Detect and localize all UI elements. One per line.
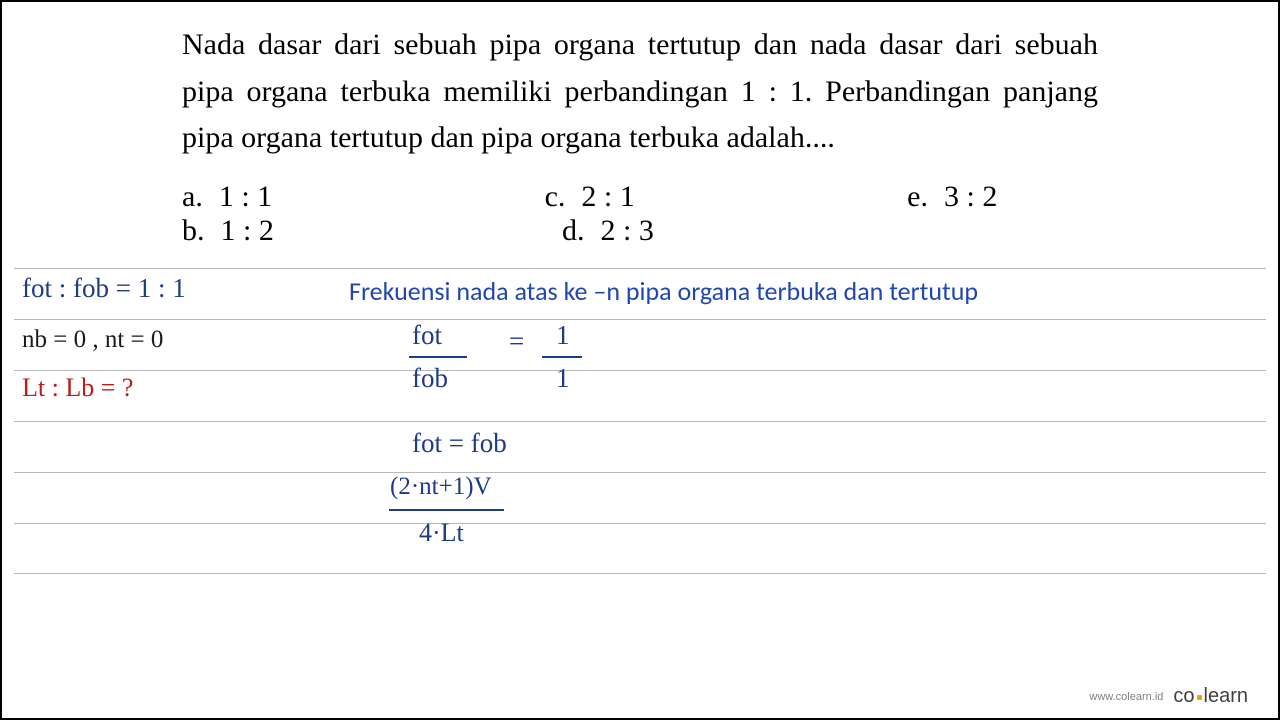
eq1-equals: = xyxy=(509,326,524,357)
eq1-numerator-right: 1 xyxy=(556,320,570,351)
work-row-5: (2·nt+1)V xyxy=(14,472,1266,523)
given-n-values: nb = 0 , nt = 0 xyxy=(22,326,163,354)
footer-url: www.colearn.id xyxy=(1089,691,1163,703)
frac-line-right xyxy=(542,356,582,358)
eq1-numerator-left: fot xyxy=(412,320,442,351)
option-value: 2 : 3 xyxy=(601,214,654,248)
annotation-text: Frekuensi nada atas ke –n pipa organa te… xyxy=(349,275,978,307)
work-row-3: Lt : Lb = ? fob 1 xyxy=(14,370,1266,421)
option-b: b. 1 : 2 xyxy=(182,214,562,248)
frac-line-eq3 xyxy=(389,509,504,511)
frac-line-left xyxy=(409,356,467,358)
option-value: 1 : 1 xyxy=(219,180,272,214)
question-text: Nada dasar dari sebuah pipa organa tertu… xyxy=(182,22,1098,162)
option-c: c. 2 : 1 xyxy=(545,180,908,214)
footer-logo: colearn xyxy=(1173,685,1248,708)
option-letter: e. xyxy=(907,180,928,214)
option-value: 3 : 2 xyxy=(944,180,997,214)
work-row-4: fot = fob xyxy=(14,421,1266,472)
option-e: e. 3 : 2 xyxy=(907,180,1098,214)
options-row-2: b. 1 : 2 d. 2 : 3 xyxy=(182,214,1098,248)
options-row-1: a. 1 : 1 c. 2 : 1 e. 3 : 2 xyxy=(182,180,1098,214)
work-row-1: fot : fob = 1 : 1 Frekuensi nada atas ke… xyxy=(14,268,1266,319)
option-letter: b. xyxy=(182,214,205,248)
option-letter: a. xyxy=(182,180,203,214)
question-area: Nada dasar dari sebuah pipa organa tertu… xyxy=(2,2,1278,258)
footer: www.colearn.id colearn xyxy=(1089,685,1248,708)
option-value: 2 : 1 xyxy=(581,180,634,214)
work-row-2: nb = 0 , nt = 0 fot = 1 xyxy=(14,319,1266,370)
option-letter: c. xyxy=(545,180,566,214)
eq3-numerator: (2·nt+1)V xyxy=(390,473,492,501)
work-area: fot : fob = 1 : 1 Frekuensi nada atas ke… xyxy=(2,268,1278,574)
option-value: 1 : 2 xyxy=(221,214,274,248)
given-ratio: fot : fob = 1 : 1 xyxy=(22,273,186,304)
find-ratio: Lt : Lb = ? xyxy=(22,373,133,403)
option-a: a. 1 : 1 xyxy=(182,180,545,214)
eq2: fot = fob xyxy=(412,428,507,459)
option-letter: d. xyxy=(562,214,585,248)
eq3-denominator: 4·Lt xyxy=(419,518,464,548)
eq1-denominator-right: 1 xyxy=(556,363,570,394)
eq1-denominator-left: fob xyxy=(412,363,448,394)
logo-dot-icon xyxy=(1197,695,1202,700)
options-container: a. 1 : 1 c. 2 : 1 e. 3 : 2 b. 1 : 2 d. 2… xyxy=(182,180,1098,248)
logo-part2: learn xyxy=(1204,685,1248,707)
work-row-6: 4·Lt xyxy=(14,523,1266,574)
logo-part1: co xyxy=(1173,685,1194,707)
option-d: d. 2 : 3 xyxy=(562,214,942,248)
